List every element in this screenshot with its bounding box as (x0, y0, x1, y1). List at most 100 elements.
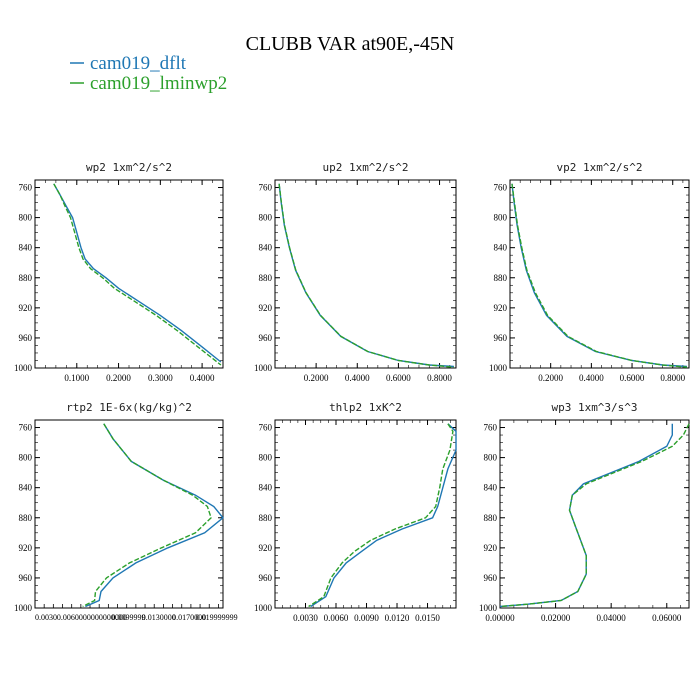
subplot-5: thlp2 1xK^2 760 800 840 880 920 960 1000 0.0030 0… (254, 401, 457, 623)
subplot-4: rtp2 1E-6x(kg/kg)^2 760 800 840 880 920 960 100… (14, 401, 238, 622)
series-line-dflt (511, 183, 688, 368)
y-tick-label: 760 (259, 183, 273, 193)
y-tick-label: 960 (19, 333, 33, 343)
x-tick-label: 0.02000 (541, 613, 571, 623)
y-tick-label: 1000 (254, 603, 273, 613)
series-line-lminwp2 (82, 423, 212, 608)
x-tick-label: 0.4000 (579, 373, 604, 383)
y-tick-label: 840 (259, 483, 273, 493)
series-line-lminwp2 (53, 183, 222, 366)
x-tick-label: 0.2000 (304, 373, 329, 383)
subplot-3: vp2 1xm^2/s^2 760 800 840 880 920 960 1000 0.200… (489, 161, 690, 383)
plot-frame (499, 419, 690, 609)
y-tick-label: 880 (259, 273, 273, 283)
y-tick-label: 840 (19, 483, 33, 493)
x-tick-label: 0.019999999 (196, 613, 238, 622)
y-tick-label: 800 (259, 213, 273, 223)
subplot-1: wp2 1xm^2/s^2 760 800 840 880 920 960 1000 0.100… (14, 161, 224, 383)
y-tick-label: 920 (484, 543, 498, 553)
x-tick-label: 0.0150 (415, 613, 440, 623)
y-tick-label: 1000 (489, 363, 508, 373)
x-tick-label: 0.4000 (190, 373, 215, 383)
y-tick-label: 1000 (14, 603, 33, 613)
series-line-lminwp2 (499, 423, 690, 608)
x-tick-label: 0.06000 (652, 613, 682, 623)
legend-label-dflt: cam019_dflt (90, 53, 187, 74)
y-tick-label: 1000 (14, 363, 33, 373)
y-tick-label: 760 (19, 183, 33, 193)
x-tick-label: 0.0130000 (142, 613, 176, 622)
series-line-lminwp2 (308, 423, 454, 608)
subplot-title: rtp2 1E-6x(kg/kg)^2 (66, 401, 192, 414)
x-tick-label: 0.8000 (660, 373, 685, 383)
y-tick-label: 880 (19, 273, 33, 283)
y-tick-label: 760 (19, 423, 33, 433)
x-tick-label: 0.0090 (354, 613, 379, 623)
y-tick-label: 960 (494, 333, 508, 343)
x-tick-label: 0.1000 (64, 373, 89, 383)
subplot-title: vp2 1xm^2/s^2 (556, 161, 642, 174)
legend-label-lminwp2: cam019_lminwp2 (90, 73, 227, 94)
subplot-6: wp3 1xm^3/s^3 760 800 840 880 920 960 10000.000… (479, 401, 690, 623)
x-tick-label: 0.6000 (620, 373, 645, 383)
series-line-lminwp2 (278, 183, 454, 368)
plot-frame (274, 419, 457, 609)
series-line-dflt (53, 183, 222, 363)
plot-frame (274, 179, 457, 369)
x-tick-label: 0.0099999 (112, 613, 146, 622)
subplot-title: wp3 1xm^3/s^3 (551, 401, 637, 414)
y-tick-label: 800 (484, 453, 498, 463)
y-tick-label: 880 (19, 513, 33, 523)
x-tick-label: 0.8000 (427, 373, 452, 383)
y-tick-label: 920 (19, 543, 33, 553)
plot-frame (509, 179, 690, 369)
subplot-title: thlp2 1xK^2 (329, 401, 402, 414)
series-line-dflt (310, 423, 457, 608)
y-tick-label: 800 (19, 213, 33, 223)
figure-title: CLUBB VAR at90E,-45N (246, 33, 455, 55)
x-tick-label: 0.0030 (35, 613, 57, 622)
x-tick-label: 0.2000 (538, 373, 563, 383)
subplot-2: up2 1xm^2/s^2 760 800 840 880 920 960 1000 0.200… (254, 161, 457, 383)
y-tick-label: 920 (259, 543, 273, 553)
y-tick-label: 760 (484, 423, 498, 433)
subplot-title: up2 1xm^2/s^2 (322, 161, 408, 174)
y-tick-label: 920 (19, 303, 33, 313)
x-tick-label: 0.6000 (386, 373, 411, 383)
y-tick-label: 960 (19, 573, 33, 583)
y-tick-label: 840 (494, 243, 508, 253)
x-tick-label: 0.00000 (485, 613, 515, 623)
plot-frame (34, 179, 224, 369)
x-tick-label: 0.0060 (324, 613, 349, 623)
legend: cam019_dflt cam019_lminwp2 (70, 53, 227, 94)
y-tick-label: 920 (494, 303, 508, 313)
x-tick-label: 0.0030 (293, 613, 318, 623)
y-tick-label: 800 (494, 213, 508, 223)
x-tick-label: 0.4000 (345, 373, 370, 383)
y-tick-label: 800 (19, 453, 33, 463)
series-line-lminwp2 (511, 183, 688, 368)
x-tick-label: 0.3000 (148, 373, 173, 383)
x-tick-label: 0.04000 (597, 613, 627, 623)
y-tick-label: 1000 (254, 363, 273, 373)
y-tick-label: 840 (484, 483, 498, 493)
y-tick-label: 760 (259, 423, 273, 433)
y-tick-label: 1000 (479, 603, 498, 613)
x-tick-label: 0.0170000 (172, 613, 206, 622)
series-line-dflt (278, 183, 454, 368)
x-tick-label: 0.0060000000000000 (57, 613, 127, 622)
y-tick-label: 960 (259, 573, 273, 583)
subplot-title: wp2 1xm^2/s^2 (86, 161, 172, 174)
y-tick-label: 840 (19, 243, 33, 253)
y-tick-label: 880 (484, 513, 498, 523)
y-tick-label: 960 (484, 573, 498, 583)
y-tick-label: 880 (259, 513, 273, 523)
y-tick-label: 960 (259, 333, 273, 343)
x-tick-label: 0.2000 (106, 373, 131, 383)
y-tick-label: 920 (259, 303, 273, 313)
panels: wp2 1xm^2/s^2 760 800 840 880 920 960 1000 0.100… (14, 161, 690, 623)
y-tick-label: 800 (259, 453, 273, 463)
y-tick-label: 760 (494, 183, 508, 193)
y-tick-label: 840 (259, 243, 273, 253)
